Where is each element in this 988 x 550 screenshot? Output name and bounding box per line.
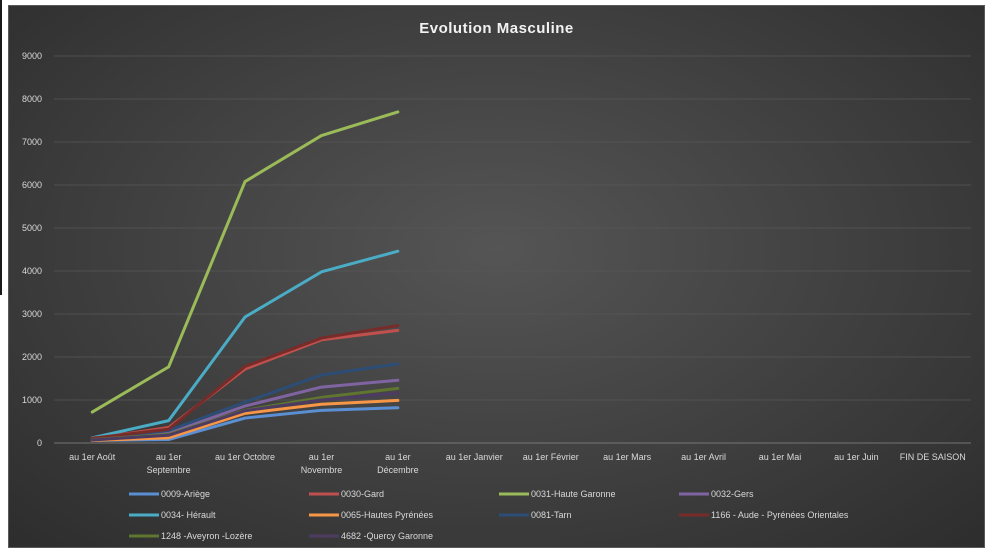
series-line [90, 249, 400, 440]
legend-label: 0009-Ariège [161, 489, 210, 499]
legend-label: 0032-Gers [711, 489, 754, 499]
y-tick-label: 5000 [22, 223, 42, 233]
legend-label: 1248 -Aveyron -Lozère [161, 531, 252, 541]
x-tick-label: FIN DE SAISON [900, 452, 966, 462]
legend-label: 0065-Hautes Pyrénées [341, 510, 434, 520]
x-tick-label: au 1er Août [69, 452, 116, 462]
x-tick-label: au 1er Janvier [446, 452, 503, 462]
x-tick-label: au 1er Février [523, 452, 579, 462]
x-tick-label: au 1er Juin [834, 452, 879, 462]
x-tick-label: au 1er Mars [603, 452, 652, 462]
x-tick-label: au 1er Octobre [215, 452, 275, 462]
y-tick-label: 3000 [22, 309, 42, 319]
series-line [90, 110, 400, 414]
x-tick-label: au 1er Décembre [377, 452, 419, 475]
series-line [90, 391, 400, 442]
chart-title: Evolution Masculine [419, 20, 574, 37]
legend-label: 4682 -Quercy Garonne [341, 531, 433, 541]
legend-label: 0034- Hérault [161, 510, 216, 520]
series-line [90, 398, 400, 442]
y-tick-label: 4000 [22, 266, 42, 276]
legend-label: 0031-Haute Garonne [531, 489, 616, 499]
y-tick-label: 2000 [22, 352, 42, 362]
y-tick-label: 8000 [22, 94, 42, 104]
y-tick-label: 7000 [22, 137, 42, 147]
y-tick-label: 0 [37, 438, 42, 448]
x-tick-label: au 1er Septembre [147, 452, 191, 475]
legend-label: 0081-Tarn [531, 510, 572, 520]
edge-mark [0, 0, 2, 295]
y-tick-label: 9000 [22, 51, 42, 61]
series-line [90, 324, 400, 440]
x-tick-label: au 1er Mai [759, 452, 802, 462]
chart-area: Evolution Masculine 0 1000 2000 3000 4000 500… [8, 5, 985, 548]
line-chart-plot: 0 1000 2000 3000 4000 5000 6000 7000 8000 9000 au … [22, 51, 971, 541]
legend-label: 1166 - Aude - Pyrénées Orientales [711, 510, 849, 520]
x-tick-label: au 1er Novembre [301, 452, 343, 475]
y-tick-label: 6000 [22, 180, 42, 190]
y-tick-label: 1000 [22, 395, 42, 405]
legend-label: 0030-Gard [341, 489, 384, 499]
x-tick-label: au 1er Avril [681, 452, 726, 462]
